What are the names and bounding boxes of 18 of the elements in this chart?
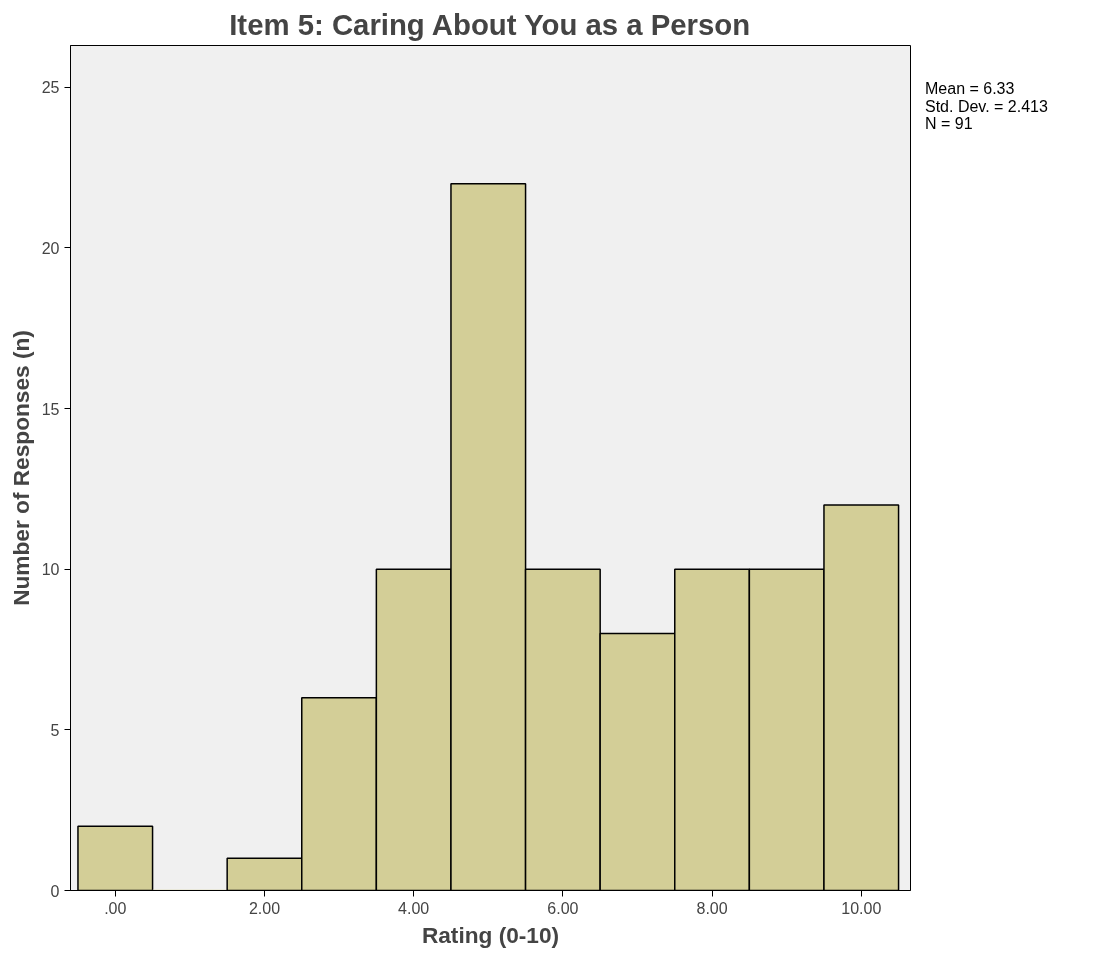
y-tick-label: 0	[50, 882, 60, 900]
x-tick-label: 2.00	[248, 899, 281, 917]
text: Std. Dev. = 2.413	[925, 97, 1048, 116]
x-tick-label: 6.00	[547, 899, 579, 917]
text: N = 91	[925, 115, 974, 133]
x-axis-title: Rating (0-10)	[421, 921, 560, 948]
x-tick-label: 8.00	[696, 899, 728, 917]
chart-title: Item 5: Caring About You as a Person	[229, 7, 751, 41]
x-tick-label: .00	[104, 899, 127, 917]
y-axis-title: Number of Responses (n)	[7, 330, 34, 606]
x-tick-label: 10.00	[841, 899, 882, 917]
x-tick-label: 4.00	[398, 899, 430, 917]
text: Mean = 6.33	[925, 80, 1016, 98]
y-tick-label: 20	[41, 239, 60, 257]
y-tick-label: 15	[41, 400, 60, 418]
y-tick-label: 25	[41, 79, 60, 97]
y-tick-label: 10	[41, 561, 60, 579]
y-tick-label: 5	[50, 721, 60, 739]
